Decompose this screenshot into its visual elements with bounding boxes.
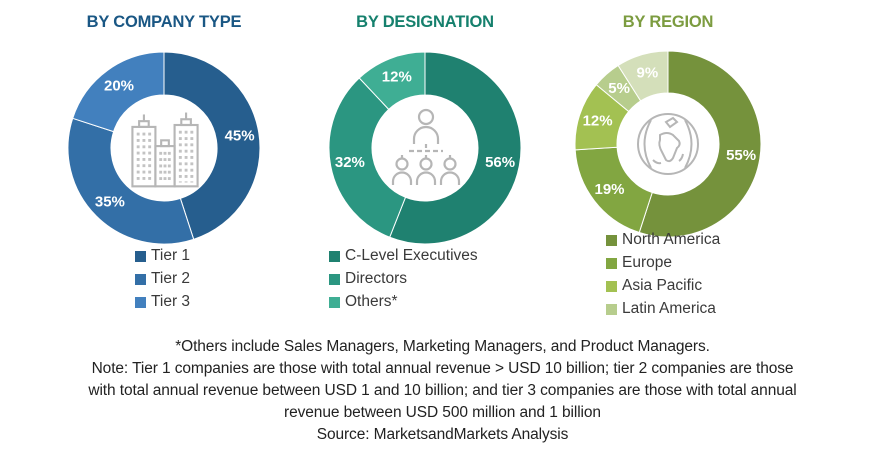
legend-item: C-Level Executives	[329, 248, 478, 264]
tier-note-line-3: revenue between USD 500 million and 1 bi…	[284, 404, 601, 421]
legend-label: Asia Pacific	[622, 277, 703, 294]
tier-note-line-2: with total annual revenue between USD 1 …	[88, 382, 797, 399]
legend-swatch	[135, 250, 146, 262]
legend-label: Tier 2	[151, 270, 191, 287]
percent-label: 19%	[594, 181, 624, 198]
chart-title-company-type: BY COMPANY TYPE	[86, 13, 242, 31]
legend-label: Directors	[345, 270, 408, 287]
legend-swatch	[606, 234, 617, 246]
globe-icon	[637, 113, 699, 175]
legend-swatch	[329, 273, 340, 285]
pie-segment	[72, 51, 165, 133]
footnotes: *Others include Sales Managers, Marketin…	[0, 336, 885, 446]
legend-designation: C-Level Executives Directors Others*	[329, 248, 478, 317]
legend-label: Latin America	[622, 300, 716, 317]
pie-segment	[638, 50, 762, 238]
source-note: Source: MarketsandMarkets Analysis	[316, 426, 569, 443]
legend-item: Tier 3	[135, 294, 190, 310]
percent-label: 12%	[583, 113, 613, 130]
legend-company-type: Tier 1 Tier 2 Tier 3	[135, 248, 190, 317]
legend-item: Tier 2	[135, 271, 190, 287]
legend-label: North America	[622, 231, 721, 248]
donut-chart-region: 55% 19% 12% 5% 9%	[574, 50, 762, 238]
legend-swatch	[606, 280, 617, 292]
legend-label: Others*	[345, 293, 398, 310]
legend-item: Asia Pacific	[606, 278, 720, 294]
percent-label: 9%	[637, 64, 659, 81]
legend-swatch	[135, 273, 146, 285]
legend-swatch	[135, 296, 146, 308]
legend-item: Latin America	[606, 301, 720, 317]
percent-label: 32%	[335, 154, 365, 171]
chart-title-designation: BY DESIGNATION	[356, 13, 494, 31]
pie-segment	[328, 77, 407, 238]
legend-swatch	[329, 250, 340, 262]
chart-title-region: BY REGION	[622, 13, 714, 31]
legend-item: North America	[606, 232, 720, 248]
legend-label: Europe	[622, 254, 672, 271]
legend-swatch	[606, 303, 617, 315]
percent-label: 20%	[104, 78, 134, 95]
pie-segment	[67, 117, 195, 245]
percent-label: 56%	[485, 154, 515, 171]
legend-label: C-Level Executives	[345, 247, 478, 264]
tier-note-line-1: Note: Tier 1 companies are those with to…	[91, 360, 794, 377]
pie-segment	[389, 51, 522, 245]
donut-chart-designation: 56% 32% 12%	[328, 51, 522, 245]
legend-item: Others*	[329, 294, 478, 310]
pie-segment	[358, 51, 426, 111]
legend-item: Directors	[329, 271, 478, 287]
org-people-icon	[391, 108, 461, 185]
percent-label: 45%	[225, 128, 255, 145]
legend-label: Tier 1	[151, 247, 191, 264]
pie-segment	[617, 50, 669, 102]
percent-label: 12%	[382, 68, 412, 85]
donut-chart-company-type: 45% 35% 20%	[67, 51, 261, 245]
legend-region: North America Europe Asia Pacific Latin Ame…	[606, 232, 720, 324]
legend-swatch	[329, 296, 340, 308]
legend-swatch	[606, 257, 617, 269]
legend-label: Tier 3	[151, 293, 191, 310]
percent-label: 5%	[608, 80, 630, 97]
percent-label: 35%	[95, 194, 125, 211]
legend-item: Europe	[606, 255, 720, 271]
pie-segment	[163, 51, 261, 240]
legend-item: Tier 1	[135, 248, 190, 264]
others-footnote: *Others include Sales Managers, Marketin…	[175, 338, 710, 355]
buildings-icon	[131, 112, 199, 188]
percent-label: 55%	[726, 147, 756, 164]
